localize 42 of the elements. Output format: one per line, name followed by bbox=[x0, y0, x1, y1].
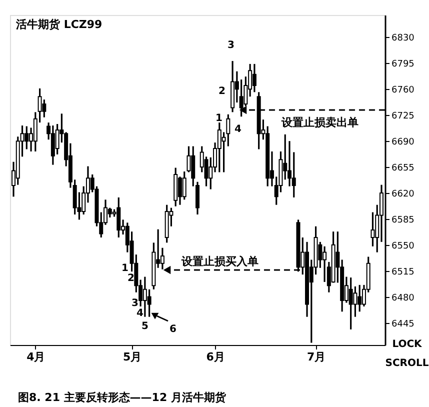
chart-title: 活牛期货 LCZ99 bbox=[15, 18, 102, 31]
annotation: 4 bbox=[234, 124, 242, 135]
candlestick bbox=[204, 156, 208, 188]
candlestick bbox=[24, 125, 29, 150]
y-tick-label: 6725 bbox=[392, 112, 414, 122]
y-tick-label: 6830 bbox=[392, 34, 415, 44]
candlestick bbox=[116, 196, 121, 238]
x-tick-label: 7月 bbox=[306, 350, 326, 364]
candlestick bbox=[182, 170, 186, 200]
y-tick-label: 6690 bbox=[392, 138, 415, 148]
candlestick bbox=[252, 63, 256, 93]
annotation: 6 bbox=[170, 324, 177, 335]
x-tick-label: 4月 bbox=[26, 350, 46, 364]
candlestick bbox=[370, 211, 375, 248]
text: SCROLL bbox=[385, 358, 429, 369]
y-tick-label: 6655 bbox=[392, 164, 414, 174]
annotation: 1 bbox=[216, 113, 223, 124]
y-tick-label: 6550 bbox=[392, 241, 415, 252]
x-tick-label: 6月 bbox=[206, 350, 225, 364]
annotation: 3 bbox=[228, 40, 235, 51]
candlestick bbox=[42, 98, 46, 118]
y-tick-label: 6445 bbox=[392, 319, 414, 330]
annotation: 4 bbox=[136, 308, 144, 319]
annotation: 2 bbox=[128, 273, 135, 284]
candlestick bbox=[239, 78, 244, 118]
y-tick-label: 6620 bbox=[392, 189, 415, 200]
annotation: 5 bbox=[142, 321, 149, 332]
caption: 图8. 21 主要反转形态——12 月活牛期货 bbox=[18, 391, 227, 404]
y-tick-label: 6760 bbox=[392, 86, 415, 96]
y-tick-label: 6515 bbox=[392, 267, 414, 278]
text: LOCK bbox=[392, 339, 424, 350]
annotation: 3 bbox=[132, 298, 139, 309]
annotation: 2 bbox=[218, 86, 226, 97]
candlestick bbox=[353, 286, 358, 318]
y-tick-label: 6585 bbox=[392, 215, 414, 226]
annotation: 1 bbox=[122, 263, 129, 274]
annotation: 设置止损卖出单 bbox=[280, 116, 358, 129]
candlestick bbox=[348, 276, 353, 330]
x-tick-label: 5月 bbox=[122, 350, 142, 364]
y-tick-label: 6795 bbox=[392, 60, 414, 70]
y-tick-label: 6480 bbox=[392, 293, 415, 304]
annotation: 设置止损买入单 bbox=[180, 255, 258, 268]
